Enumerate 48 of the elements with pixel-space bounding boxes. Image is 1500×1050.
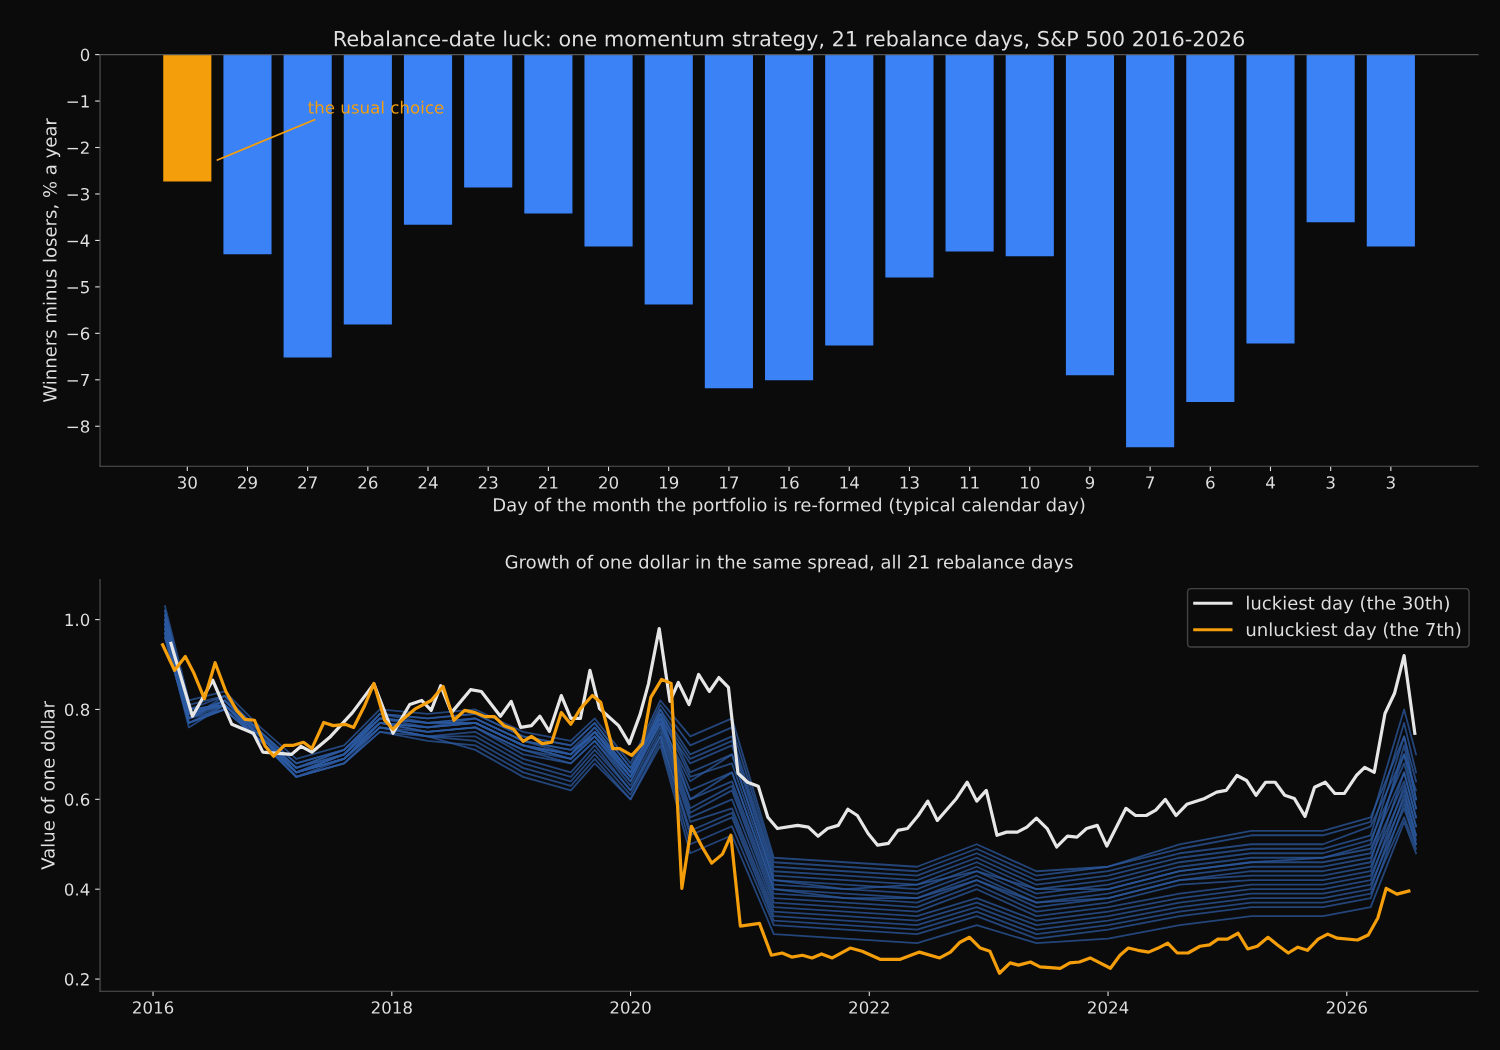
y-tick-label: −8 xyxy=(67,420,90,433)
x-tick-label: 30 xyxy=(177,476,197,489)
x-tick-label: 2020 xyxy=(610,1001,651,1014)
x-tick-label: 3 xyxy=(1386,476,1395,489)
x-tick-label: 6 xyxy=(1206,476,1215,489)
y-tick-label: 0 xyxy=(80,48,90,62)
x-tick-label: 27 xyxy=(298,476,317,489)
x-tick-label: 11 xyxy=(960,476,979,489)
x-tick-label: 26 xyxy=(358,476,378,489)
x-tick-label: 4 xyxy=(1266,476,1275,489)
y-tick-label: −7 xyxy=(67,373,89,387)
y-axis-title: Winners minus losers, % a year xyxy=(42,118,61,403)
y-axis-title: Value of one dollar xyxy=(40,700,55,870)
x-tick-label: 9 xyxy=(1085,476,1095,489)
x-tick-label: 14 xyxy=(840,476,859,489)
y-tick-label: −3 xyxy=(67,187,89,201)
x-tick-label: 17 xyxy=(720,476,739,489)
x-axis-title: Day of the month the portfolio is re-formed (typical calendar day) xyxy=(494,497,1085,516)
y-tick-label: 0.6 xyxy=(64,793,90,806)
x-tick-label: 2022 xyxy=(849,1001,889,1014)
y-tick-label: 0.2 xyxy=(64,973,89,986)
y-tick-label: 0.4 xyxy=(64,883,90,896)
x-tick-label: 19 xyxy=(659,476,679,489)
y-tick-label: −6 xyxy=(67,327,90,340)
x-tick-label: 16 xyxy=(780,476,799,489)
y-tick-label: −5 xyxy=(67,281,89,294)
x-tick-label: 23 xyxy=(478,476,498,489)
x-tick-label: 10 xyxy=(1021,476,1040,489)
legend-label: unluckiest day (the 7th) xyxy=(1246,622,1461,640)
x-tick-label: 29 xyxy=(238,476,257,489)
x-tick-label: 3 xyxy=(1326,476,1335,489)
x-tick-label: 21 xyxy=(538,476,558,489)
x-tick-label: 20 xyxy=(599,476,619,489)
x-tick-label: 2024 xyxy=(1088,1001,1129,1014)
chart-title: Rebalance-date luck: one momentum strategy, 21 rebalance days, S&P 500 2016-2026 xyxy=(334,30,1245,51)
y-tick-label: 0.8 xyxy=(64,703,90,717)
x-tick-label: 2018 xyxy=(371,1001,412,1014)
chart-title: Growth of one dollar in the same spread, all 21 rebalance days xyxy=(505,554,1073,573)
x-tick-label: 7 xyxy=(1146,476,1155,489)
y-tick-label: −1 xyxy=(67,95,89,108)
y-tick-label: −2 xyxy=(67,141,89,154)
x-tick-label: 2026 xyxy=(1326,1001,1367,1014)
x-tick-label: 24 xyxy=(418,476,438,489)
y-tick-label: −4 xyxy=(67,234,90,247)
x-tick-label: 2016 xyxy=(133,1001,174,1014)
y-tick-label: 1.0 xyxy=(65,613,90,627)
x-tick-label: 13 xyxy=(900,476,919,489)
legend-label: luckiest day (the 30th) xyxy=(1247,595,1449,614)
